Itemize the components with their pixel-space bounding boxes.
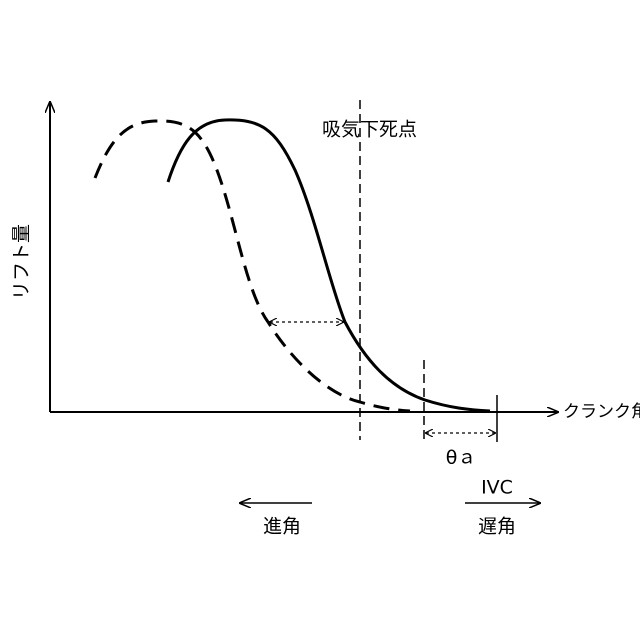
bdc-label: 吸気下死点 <box>322 119 417 141</box>
theta-label: θａ <box>446 447 477 469</box>
advance-label: 進角 <box>263 516 301 538</box>
retard-label: 遅角 <box>478 516 516 538</box>
advanced-curve <box>95 121 410 411</box>
base-curve <box>168 120 490 411</box>
diagram: 吸気下死点 リフト量 クランク角 θａ IVC 進角 遅角 <box>0 0 640 640</box>
ivc-label: IVC <box>481 477 513 499</box>
x-axis-label: クランク角 <box>563 402 640 422</box>
y-axis-label: リフト量 <box>11 224 33 300</box>
